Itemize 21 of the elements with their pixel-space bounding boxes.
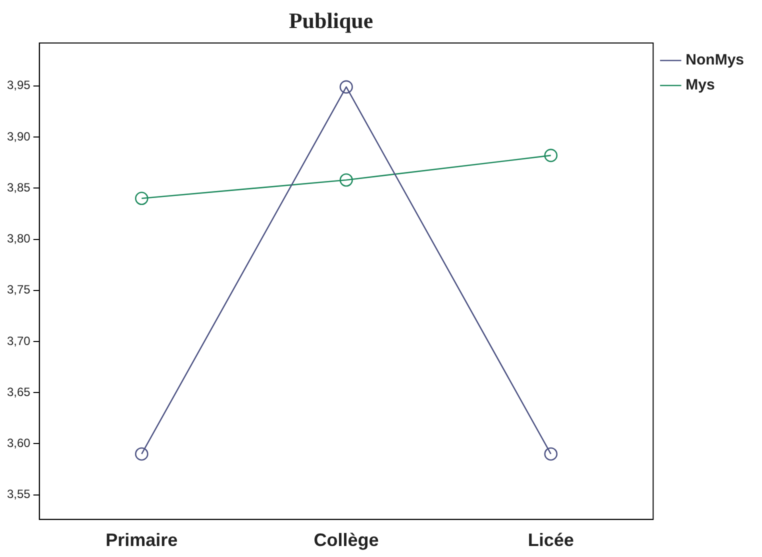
point — [340, 80, 353, 94]
legend-label: NonMys — [686, 52, 744, 69]
legend-label: Mys — [686, 76, 715, 94]
point — [135, 447, 148, 461]
y-tick-label: 3,95 — [6, 78, 31, 92]
y-tick-label: 3,55 — [6, 487, 31, 502]
y-tick-label: 3,80 — [6, 232, 31, 246]
y-tick-label: 3,60 — [6, 436, 31, 450]
x-tick-label: Licée — [528, 530, 574, 550]
point — [544, 447, 558, 461]
point — [544, 148, 558, 162]
y-tick-label: 3,65 — [6, 384, 31, 399]
y-tick-label: 3,75 — [6, 282, 31, 297]
point — [135, 192, 148, 206]
y-tick-label: 3,70 — [6, 334, 31, 348]
y-tick-label: 3,85 — [6, 180, 31, 194]
x-tick-label: Collège — [314, 530, 379, 550]
point — [340, 173, 353, 187]
chart-title: Publique — [288, 8, 374, 34]
y-tick-label: 3,90 — [6, 129, 31, 144]
x-tick-label: Primaire — [106, 530, 178, 550]
